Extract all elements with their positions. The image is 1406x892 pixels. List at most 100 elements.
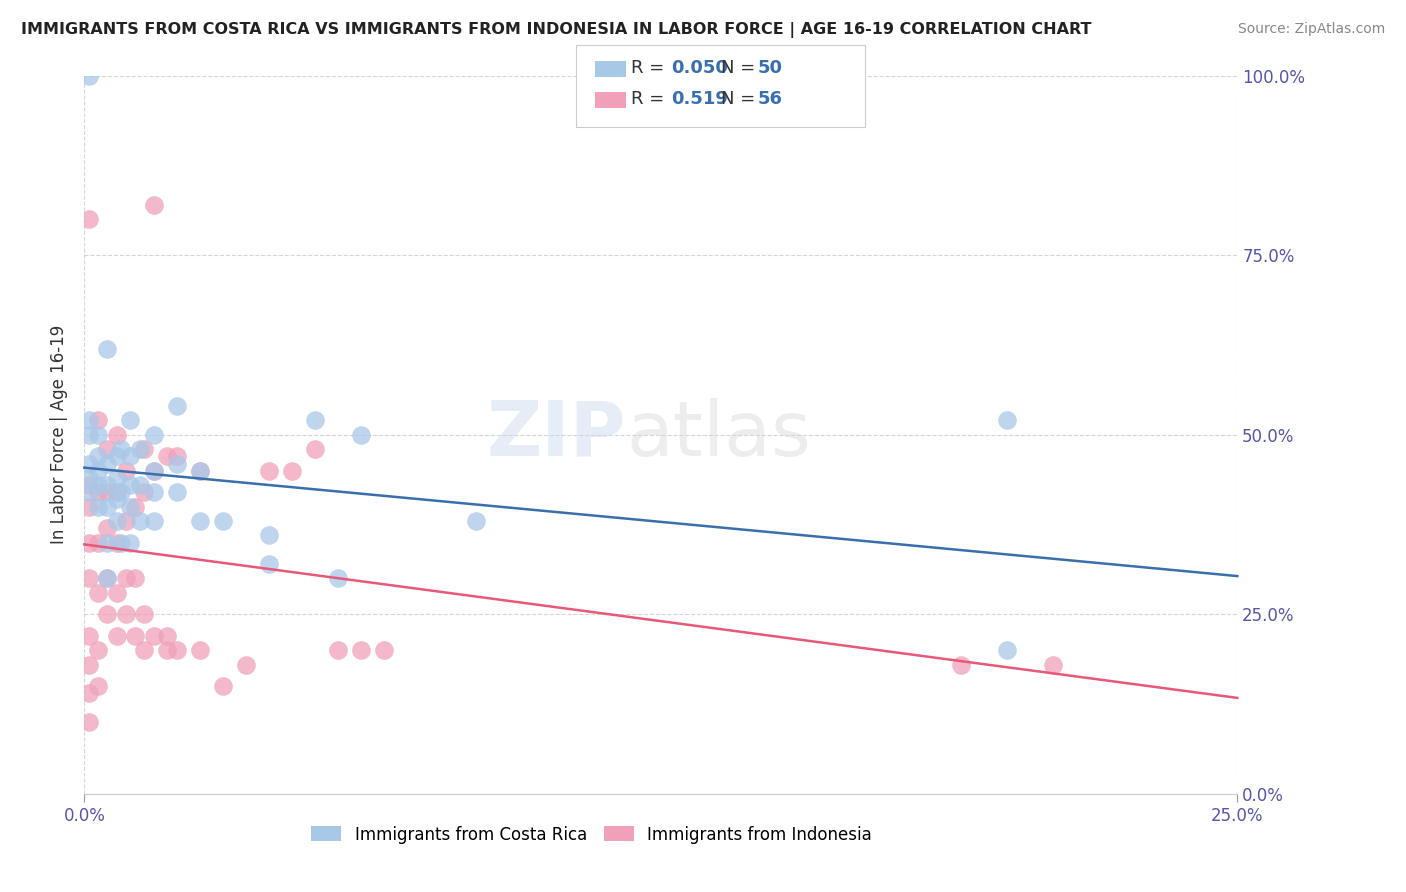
Point — [87, 450, 110, 464]
Text: R =: R = — [631, 90, 671, 108]
Point — [326, 643, 349, 657]
Text: 56: 56 — [758, 90, 783, 108]
Point — [949, 657, 972, 672]
Text: 50: 50 — [758, 59, 783, 77]
Point — [211, 679, 233, 693]
Point — [124, 629, 146, 643]
Text: R =: R = — [631, 59, 671, 77]
Point — [142, 464, 165, 478]
Point — [373, 643, 395, 657]
Point — [257, 464, 280, 478]
Point — [188, 643, 211, 657]
Point — [995, 643, 1018, 657]
Point — [87, 643, 110, 657]
Point — [77, 413, 100, 427]
Point — [77, 471, 100, 485]
Point — [188, 514, 211, 528]
Point — [124, 571, 146, 585]
Point — [77, 686, 100, 700]
Point — [281, 464, 304, 478]
Point — [77, 478, 100, 492]
Point — [77, 69, 100, 83]
Point — [166, 399, 188, 413]
Point — [128, 514, 150, 528]
Point — [142, 514, 165, 528]
Point — [465, 514, 488, 528]
Legend: Immigrants from Costa Rica, Immigrants from Indonesia: Immigrants from Costa Rica, Immigrants f… — [305, 819, 879, 850]
Point — [96, 478, 118, 492]
Point — [257, 557, 280, 571]
Point — [105, 485, 128, 500]
Point — [77, 657, 100, 672]
Point — [166, 450, 188, 464]
Text: N =: N = — [721, 59, 761, 77]
Point — [142, 629, 165, 643]
Point — [87, 464, 110, 478]
Point — [115, 514, 138, 528]
Point — [134, 607, 156, 622]
Point — [77, 212, 100, 227]
Point — [96, 607, 118, 622]
Point — [304, 442, 326, 457]
Point — [110, 485, 132, 500]
Point — [188, 464, 211, 478]
Point — [166, 457, 188, 471]
Point — [96, 485, 118, 500]
Point — [128, 442, 150, 457]
Point — [77, 629, 100, 643]
Point — [110, 442, 132, 457]
Point — [87, 586, 110, 600]
Point — [96, 457, 118, 471]
Text: atlas: atlas — [626, 398, 811, 472]
Point — [350, 427, 373, 442]
Point — [134, 485, 156, 500]
Point — [87, 535, 110, 549]
Point — [166, 643, 188, 657]
Point — [77, 571, 100, 585]
Point — [128, 478, 150, 492]
Point — [134, 442, 156, 457]
Point — [995, 413, 1018, 427]
Point — [105, 629, 128, 643]
Point — [77, 427, 100, 442]
Point — [96, 571, 118, 585]
Point — [105, 535, 128, 549]
Point — [105, 514, 128, 528]
Point — [77, 535, 100, 549]
Point — [142, 485, 165, 500]
Point — [142, 198, 165, 212]
Point — [96, 500, 118, 514]
Point — [87, 679, 110, 693]
Text: Source: ZipAtlas.com: Source: ZipAtlas.com — [1237, 22, 1385, 37]
Text: 0.050: 0.050 — [671, 59, 727, 77]
Text: 0.519: 0.519 — [671, 90, 727, 108]
Point — [156, 450, 179, 464]
Point — [96, 521, 118, 535]
Point — [166, 485, 188, 500]
Point — [105, 427, 128, 442]
Text: IMMIGRANTS FROM COSTA RICA VS IMMIGRANTS FROM INDONESIA IN LABOR FORCE | AGE 16-: IMMIGRANTS FROM COSTA RICA VS IMMIGRANTS… — [21, 22, 1091, 38]
Point — [156, 629, 179, 643]
Point — [87, 413, 110, 427]
Point — [304, 413, 326, 427]
Point — [96, 535, 118, 549]
Point — [96, 342, 118, 356]
Point — [115, 571, 138, 585]
Point — [1042, 657, 1064, 672]
Point — [235, 657, 257, 672]
Point — [350, 643, 373, 657]
Y-axis label: In Labor Force | Age 16-19: In Labor Force | Age 16-19 — [51, 326, 69, 544]
Point — [142, 464, 165, 478]
Point — [110, 535, 132, 549]
Point — [188, 464, 211, 478]
Point — [87, 500, 110, 514]
Point — [120, 535, 142, 549]
Point — [77, 485, 100, 500]
Point — [257, 528, 280, 542]
Point — [115, 464, 138, 478]
Point — [156, 643, 179, 657]
Point — [120, 450, 142, 464]
Point — [120, 413, 142, 427]
Point — [120, 478, 142, 492]
Point — [134, 643, 156, 657]
